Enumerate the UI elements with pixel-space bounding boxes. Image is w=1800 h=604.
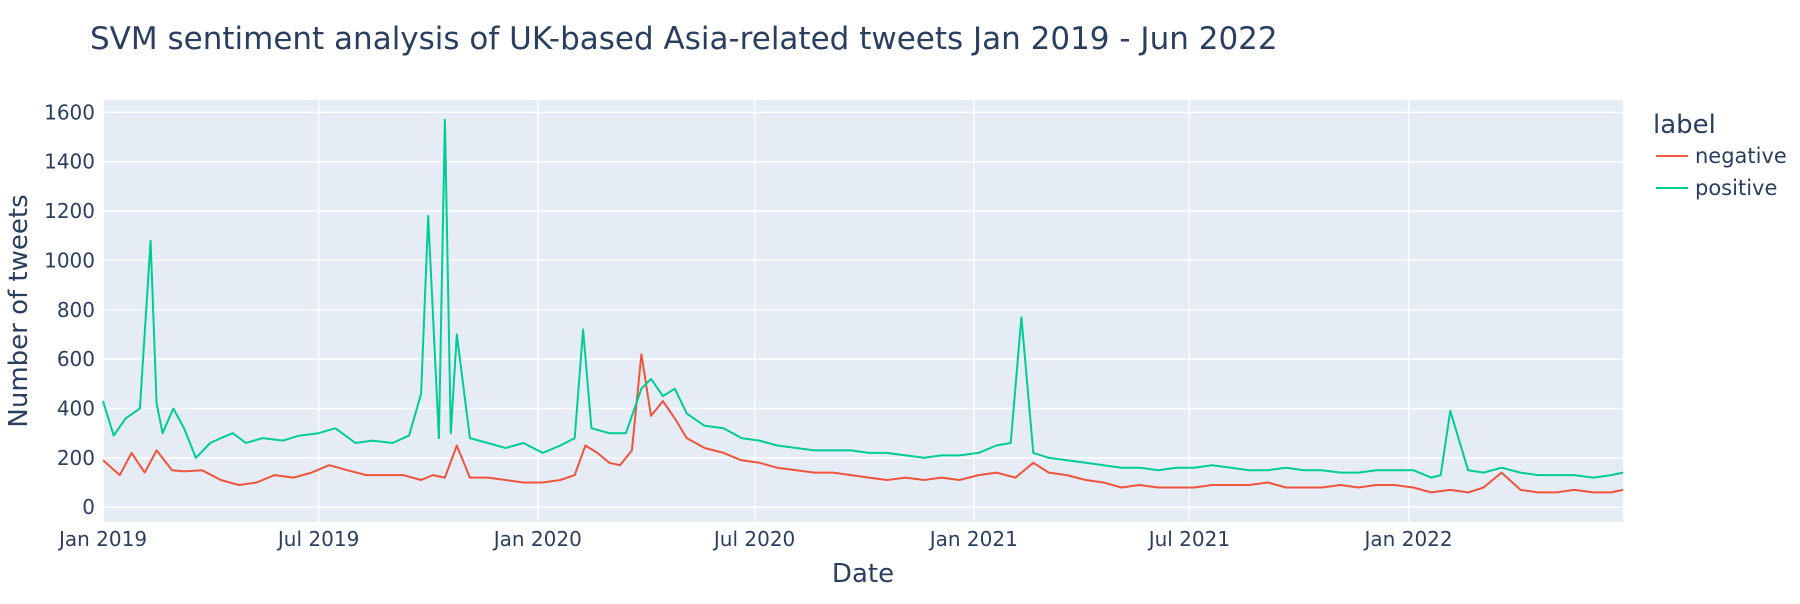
legend-label-positive: positive <box>1695 176 1777 200</box>
x-axis-ticks: Jan 2019 Jul 2019 Jan 2020 Jul 2020 Jan 2021… <box>57 527 1453 551</box>
legend: label negative positive <box>1653 110 1787 200</box>
y-tick-label: 800 <box>57 298 95 322</box>
series-line-negative <box>102 353 1624 494</box>
x-tick-label: Jan 2020 <box>492 527 582 551</box>
legend-title: label <box>1653 110 1716 140</box>
plot-area <box>103 100 1623 522</box>
y-tick-label: 1400 <box>44 150 95 174</box>
y-axis-ticks: 0 200 400 600 800 1000 1200 1400 1600 <box>44 100 95 519</box>
x-tick-label: Jan 2021 <box>928 527 1018 551</box>
x-tick-label: Jan 2022 <box>1363 527 1453 551</box>
y-tick-label: 400 <box>57 396 95 420</box>
x-tick-label: Jul 2019 <box>276 527 359 551</box>
legend-label-negative: negative <box>1695 144 1787 168</box>
y-tick-label: 0 <box>82 495 95 519</box>
y-tick-label: 600 <box>57 347 95 371</box>
y-tick-label: 1200 <box>44 199 95 223</box>
y-axis-title: Number of tweets <box>4 194 34 427</box>
x-tick-label: Jan 2019 <box>57 527 147 551</box>
x-tick-label: Jul 2021 <box>1147 527 1230 551</box>
x-tick-label: Jul 2020 <box>712 527 795 551</box>
y-tick-label: 1600 <box>44 100 95 124</box>
y-tick-label: 200 <box>57 446 95 470</box>
series-lines <box>102 118 1624 494</box>
chart-title: SVM sentiment analysis of UK-based Asia-… <box>90 21 1278 57</box>
gridlines <box>102 100 1623 522</box>
y-tick-label: 1000 <box>44 248 95 272</box>
series-line-positive <box>102 118 1624 479</box>
x-axis-title: Date <box>832 559 894 589</box>
